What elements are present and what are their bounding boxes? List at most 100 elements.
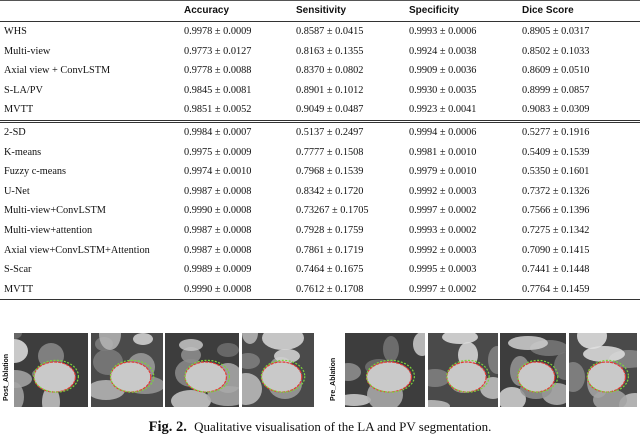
cell-sensitivity: 0.7464 ± 0.1675 — [296, 264, 364, 276]
header-dice-score: Dice Score — [522, 5, 574, 16]
table-row: 2-SD 0.9984 ± 0.0007 0.5137 ± 0.2497 0.9994… — [0, 119, 640, 143]
cell-method: Axial view + ConvLSTM — [4, 65, 111, 77]
cell-specificity: 0.9923 ± 0.0041 — [409, 104, 477, 116]
table-row: Fuzzy c-means 0.9974 ± 0.0010 0.7968 ± 0.1… — [0, 162, 640, 182]
cell-sensitivity: 0.8342 ± 0.1720 — [296, 185, 364, 197]
cell-dice-score: 0.7764 ± 0.1459 — [518, 279, 640, 301]
cell-method: S-Scar — [4, 264, 32, 276]
cell-accuracy: 0.9990 ± 0.0008 — [180, 279, 292, 301]
cell-specificity: 0.9997 ± 0.0002 — [409, 205, 477, 217]
table-header-row: Accuracy Sensitivity Specificity Dice Sc… — [0, 0, 640, 22]
mri-slice-image — [165, 333, 239, 407]
cell-accuracy: 0.9989 ± 0.0009 — [184, 264, 252, 276]
cell-specificity: 0.9997 ± 0.0002 — [405, 279, 518, 301]
cell-accuracy: 0.9978 ± 0.0009 — [184, 26, 252, 37]
table-row: Axial view+ConvLSTM+Attention 0.9987 ± 0.… — [0, 241, 640, 261]
cell-specificity: 0.9930 ± 0.0035 — [409, 84, 477, 96]
cell-method: WHS — [4, 26, 27, 37]
figure-caption: Fig. 2. Qualitative visualisation of the… — [0, 419, 640, 436]
cell-sensitivity: 0.73267 ± 0.1705 — [296, 205, 369, 217]
mri-slice-graphic — [242, 333, 314, 407]
cell-dice-score: 0.7372 ± 0.1326 — [522, 185, 590, 197]
table-row: Multi-view+attention 0.9987 ± 0.0008 0.792… — [0, 221, 640, 241]
cell-specificity: 0.9993 ± 0.0006 — [409, 26, 477, 37]
cell-specificity: 0.9909 ± 0.0036 — [409, 65, 477, 77]
cell-method: MVTT — [0, 279, 180, 301]
cell-accuracy: 0.9987 ± 0.0008 — [184, 185, 252, 197]
cell-dice-score: 0.5350 ± 0.1601 — [522, 166, 590, 178]
mri-slice-image — [569, 333, 637, 407]
cell-specificity: 0.9993 ± 0.0002 — [409, 224, 477, 236]
table-row: Axial view + ConvLSTM 0.9778 ± 0.0088 0.83… — [0, 61, 640, 81]
mri-slice-graphic — [91, 333, 163, 407]
mri-slice-graphic — [14, 333, 88, 407]
cell-dice-score: 0.7441 ± 0.1448 — [522, 264, 590, 276]
mri-slice-image — [91, 333, 163, 407]
cell-dice-score: 0.9083 ± 0.0309 — [522, 104, 590, 116]
mri-slice-graphic — [165, 333, 239, 407]
mri-slice-graphic — [500, 333, 566, 407]
mri-slice-graphic — [345, 333, 425, 407]
cell-accuracy: 0.9845 ± 0.0081 — [184, 84, 252, 96]
cell-sensitivity: 0.8587 ± 0.0415 — [296, 26, 364, 37]
cell-sensitivity: 0.8901 ± 0.1012 — [296, 84, 364, 96]
table-top-rule — [0, 0, 640, 1]
cell-method: MVTT — [4, 104, 34, 116]
cell-method: K-means — [4, 146, 42, 158]
cell-dice-score: 0.7566 ± 0.1396 — [522, 205, 590, 217]
cell-sensitivity: 0.7928 ± 0.1759 — [296, 224, 364, 236]
cell-accuracy: 0.9987 ± 0.0008 — [184, 224, 252, 236]
cell-method: U-Net — [4, 185, 30, 197]
cell-dice-score: 0.8502 ± 0.1033 — [522, 45, 590, 57]
cell-specificity: 0.9979 ± 0.0010 — [409, 166, 477, 178]
mri-slice-image — [14, 333, 88, 407]
table-row: S-LA/PV 0.9845 ± 0.0081 0.8901 ± 0.1012 0.9… — [0, 81, 640, 101]
cell-sensitivity: 0.5137 ± 0.2497 — [292, 119, 405, 143]
cell-method: S-LA/PV — [4, 84, 43, 96]
cell-accuracy: 0.9778 ± 0.0088 — [184, 65, 252, 77]
cell-method: Multi-view+ConvLSTM — [4, 205, 106, 217]
cell-specificity: 0.9981 ± 0.0010 — [409, 146, 477, 158]
cell-method: Axial view+ConvLSTM+Attention — [4, 244, 150, 256]
cell-accuracy: 0.9974 ± 0.0010 — [184, 166, 252, 178]
cell-sensitivity: 0.7861 ± 0.1719 — [296, 244, 364, 256]
mri-slice-image — [242, 333, 314, 407]
cell-sensitivity: 0.9049 ± 0.0487 — [296, 104, 364, 116]
cell-sensitivity: 0.7612 ± 0.1708 — [292, 279, 405, 301]
table-row: U-Net 0.9987 ± 0.0008 0.8342 ± 0.1720 0.999… — [0, 182, 640, 202]
cell-accuracy: 0.9990 ± 0.0008 — [184, 205, 252, 217]
table-row: WHS 0.9978 ± 0.0009 0.8587 ± 0.0415 0.9993 … — [0, 22, 640, 42]
mri-slice-image — [428, 333, 498, 407]
cell-dice-score: 0.8999 ± 0.0857 — [522, 84, 590, 96]
table-row: Multi-view 0.9773 ± 0.0127 0.8163 ± 0.1355… — [0, 42, 640, 62]
cell-dice-score: 0.5409 ± 0.1539 — [522, 146, 590, 158]
caption-label: Fig. 2. — [148, 419, 187, 435]
cell-method: Fuzzy c-means — [4, 166, 67, 178]
header-accuracy: Accuracy — [184, 5, 230, 16]
cell-specificity: 0.9924 ± 0.0038 — [409, 45, 477, 57]
cell-accuracy: 0.9851 ± 0.0052 — [184, 104, 252, 116]
segmentation-figure: Post_Ablation Pre_Ablation — [0, 333, 640, 413]
table-row: K-means 0.9975 ± 0.0009 0.7777 ± 0.1508 0.9… — [0, 143, 640, 163]
results-table: Accuracy Sensitivity Specificity Dice Sc… — [0, 0, 640, 301]
cell-sensitivity: 0.8370 ± 0.0802 — [296, 65, 364, 77]
cell-method: Multi-view+attention — [4, 224, 93, 236]
cell-specificity: 0.9994 ± 0.0006 — [405, 119, 518, 143]
cell-accuracy: 0.9984 ± 0.0007 — [180, 119, 292, 143]
mri-slice-graphic — [569, 333, 637, 407]
cell-accuracy: 0.9975 ± 0.0009 — [184, 146, 252, 158]
cell-dice-score: 0.5277 ± 0.1916 — [518, 119, 640, 143]
cell-specificity: 0.9992 ± 0.0003 — [409, 185, 477, 197]
cell-sensitivity: 0.7777 ± 0.1508 — [296, 146, 364, 158]
cell-accuracy: 0.9773 ± 0.0127 — [184, 45, 252, 57]
pre-ablation-label: Pre_Ablation — [330, 357, 337, 401]
cell-specificity: 0.9995 ± 0.0003 — [409, 264, 477, 276]
post-ablation-label: Post_Ablation — [3, 353, 10, 401]
mri-slice-graphic — [428, 333, 498, 407]
table-row: MVTT 0.9990 ± 0.0008 0.7612 ± 0.1708 0.9997… — [0, 279, 640, 301]
results-table-container: Accuracy Sensitivity Specificity Dice Sc… — [0, 0, 640, 301]
table-body: WHS 0.9978 ± 0.0009 0.8587 ± 0.0415 0.9993 … — [0, 22, 640, 301]
cell-specificity: 0.9992 ± 0.0003 — [409, 244, 477, 256]
cell-dice-score: 0.7275 ± 0.1342 — [522, 224, 590, 236]
cell-method: 2-SD — [0, 119, 180, 143]
